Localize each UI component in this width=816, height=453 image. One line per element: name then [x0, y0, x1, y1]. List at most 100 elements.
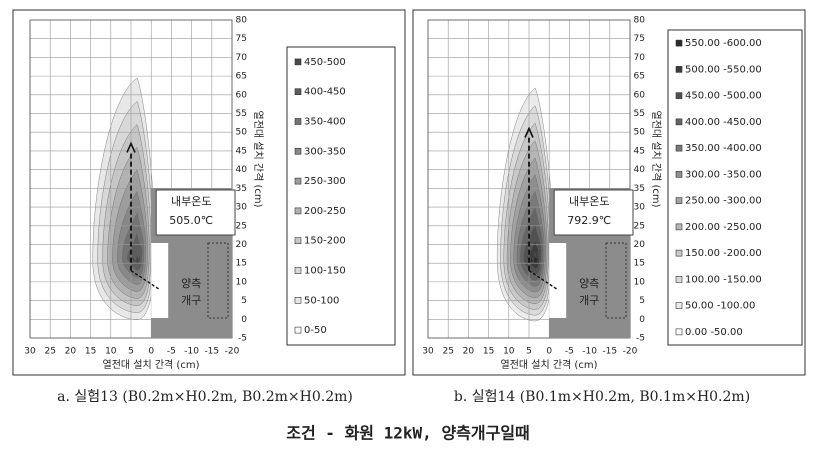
- opening-label: 양측: [579, 277, 599, 290]
- y-tick-label: -5: [636, 334, 645, 344]
- legend-label: 400-450: [304, 87, 346, 98]
- y-tick-label: 55: [634, 109, 645, 119]
- legend-label: 200.00 -250.00: [685, 222, 762, 233]
- legend-swatch: [675, 302, 683, 309]
- legend-swatch: [675, 66, 683, 73]
- temp-box: [155, 189, 236, 236]
- y-tick-label: 60: [236, 90, 248, 100]
- legend-swatch: [675, 249, 683, 257]
- x-tick-label: -20: [225, 347, 240, 357]
- x-tick-label: -10: [582, 347, 597, 357]
- legend-swatch: [294, 58, 302, 66]
- flow-arrow: [130, 270, 160, 290]
- legend-label: 300.00 -350.00: [685, 169, 762, 180]
- opening-left: [151, 243, 169, 318]
- y-tick-label: 15: [634, 259, 645, 269]
- flow-arrow: [528, 270, 558, 290]
- x-tick-label: -15: [602, 347, 617, 357]
- x-tick-label: 15: [85, 347, 96, 357]
- y-tick-label: 10: [236, 277, 248, 287]
- y-tick-label: 40: [634, 165, 646, 175]
- y-tick-label: 0: [241, 315, 247, 325]
- legend-swatch: [294, 148, 302, 155]
- caption: b. 실험14 (B0.1m×H0.2m, B0.1m×H0.2m): [454, 389, 750, 405]
- x-tick-label: -15: [204, 347, 219, 357]
- x-tick-label: -5: [167, 347, 176, 357]
- legend-label: 100.00 -150.00: [685, 274, 762, 285]
- y-tick-label: 20: [634, 240, 646, 250]
- x-tick-label: 5: [128, 347, 134, 357]
- y-tick-label: 0: [639, 315, 645, 325]
- legend-swatch: [675, 39, 683, 47]
- y-tick-label: 45: [634, 146, 645, 156]
- y-tick-label: 30: [236, 203, 248, 213]
- y-tick-label: -5: [238, 334, 247, 344]
- x-tick-label: 10: [105, 347, 117, 357]
- legend-label: 50-100: [304, 295, 339, 306]
- legend-swatch: [294, 118, 302, 125]
- y-tick-label: 25: [634, 221, 645, 231]
- legend-swatch: [294, 296, 302, 304]
- opening-label: 개구: [181, 294, 201, 307]
- legend-swatch: [675, 144, 683, 152]
- legend-swatch: [675, 223, 683, 231]
- x-tick-label: 10: [503, 347, 515, 357]
- x-tick-label: 0: [148, 347, 154, 357]
- legend-label: 250-300: [304, 176, 346, 187]
- x-tick-label: -10: [184, 347, 199, 357]
- arrow-head: [524, 126, 534, 138]
- legend-swatch: [675, 92, 683, 99]
- y-tick-label: 80: [236, 16, 248, 26]
- x-tick-label: 25: [442, 347, 453, 357]
- legend-swatch: [675, 118, 683, 126]
- y-tick-label: 60: [634, 90, 646, 100]
- opening-label: 개구: [579, 294, 599, 307]
- y-tick-label: 25: [236, 221, 247, 231]
- legend-label: 100-150: [304, 266, 346, 277]
- legend-label: 0.00 -50.00: [685, 327, 743, 338]
- legend-swatch: [294, 177, 302, 185]
- x-tick-label: 30: [422, 347, 434, 357]
- plot-frame: [29, 19, 233, 339]
- y-tick-label: 20: [236, 240, 248, 250]
- y-tick-label: 45: [236, 146, 247, 156]
- legend-label: 450-500: [304, 57, 346, 68]
- legend-label: 350.00 -400.00: [685, 143, 762, 154]
- x-tick-label: -5: [565, 347, 574, 357]
- y-tick-label: 75: [634, 34, 645, 44]
- legend-swatch: [294, 207, 302, 215]
- legend-label: 50.00 -100.00: [685, 301, 755, 312]
- x-tick-label: -20: [623, 347, 638, 357]
- opening-right: [207, 242, 229, 319]
- opening-left: [549, 243, 567, 318]
- y-tick-label: 50: [634, 128, 646, 138]
- figure-title: 조건 - 화원 12kW, 양측개구일때: [286, 424, 530, 443]
- x-tick-label: 5: [526, 347, 532, 357]
- temp-box: [553, 189, 634, 236]
- temp-value: 792.9℃: [567, 214, 611, 227]
- caption: a. 실험13 (B0.2m×H0.2m, B0.2m×H0.2m): [57, 389, 353, 405]
- x-tick-label: 30: [24, 347, 36, 357]
- y-tick-label: 40: [236, 165, 248, 175]
- legend-swatch: [675, 276, 683, 283]
- legend-swatch: [675, 171, 683, 178]
- legend-label: 250.00 -300.00: [685, 196, 762, 207]
- legend-box: [667, 29, 803, 346]
- legend-label: 300-350: [304, 146, 346, 157]
- legend-label: 400.00 -450.00: [685, 117, 762, 128]
- x-axis-title: 열전대 설치 간격 (cm): [501, 358, 598, 371]
- y-tick-label: 35: [236, 184, 247, 194]
- y-axis-title: 열전대 설치 간격 (cm): [650, 111, 663, 208]
- y-tick-label: 10: [634, 277, 646, 287]
- legend-swatch: [294, 237, 302, 244]
- legend-label: 550.00 -600.00: [685, 38, 762, 49]
- opening-right: [605, 242, 627, 319]
- temp-value: 505.0℃: [169, 214, 213, 227]
- x-tick-label: 15: [483, 347, 494, 357]
- x-axis-title: 열전대 설치 간격 (cm): [103, 358, 200, 371]
- plot-frame: [427, 19, 631, 339]
- legend-label: 150-200: [304, 236, 346, 247]
- y-tick-label: 65: [236, 72, 247, 82]
- panel-frame: [412, 9, 806, 376]
- y-tick-label: 15: [236, 259, 247, 269]
